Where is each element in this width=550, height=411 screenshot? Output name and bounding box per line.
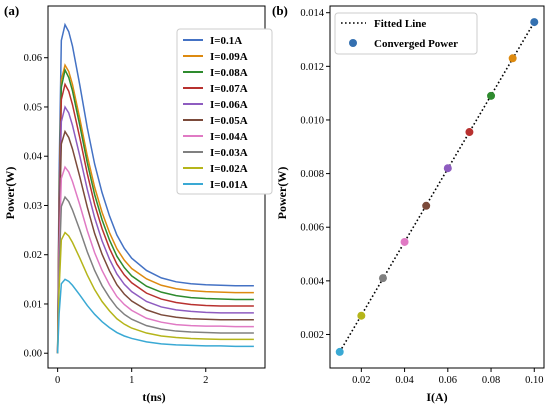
converged-power-point-1 <box>357 311 366 320</box>
converged-power-point-5 <box>443 164 452 173</box>
y-tick-label: 0.008 <box>300 169 324 180</box>
panel-b: (b) 0.02 0.04 0.06 0.08 0.10 0.002 0.004 0.006… <box>272 3 545 404</box>
legend-label-6: I=0.04A <box>210 131 248 143</box>
legend-label-fitted-line: Fitted Line <box>374 18 426 30</box>
series-line-7 <box>56 195 254 354</box>
y-tick-label: 0.03 <box>24 201 42 212</box>
y-tick-label: 0.010 <box>300 115 324 126</box>
panel-b-legend: Fitted Line Converged Power <box>334 12 478 55</box>
series-line-9 <box>56 278 254 354</box>
x-tick-label: 0.08 <box>482 375 500 386</box>
x-tick-label: 0.06 <box>439 375 457 386</box>
converged-power-point-2 <box>378 274 387 283</box>
panel-a-x-label: t(ns) <box>142 390 165 404</box>
series-line-1 <box>56 63 254 354</box>
x-tick-label: 0.02 <box>352 375 370 386</box>
panel-b-x-ticks: 0.02 0.04 0.06 0.08 0.10 <box>352 368 543 386</box>
series-line-0 <box>56 22 254 354</box>
fitted-line <box>339 21 535 353</box>
legend-label-5: I=0.05A <box>210 115 248 127</box>
converged-power-point-3 <box>400 237 409 246</box>
series-line-4 <box>56 105 254 354</box>
legend-label-converged-power: Converged Power <box>374 38 458 50</box>
legend-label-2: I=0.08A <box>210 67 248 79</box>
series-line-2 <box>56 67 254 354</box>
y-tick-label: 0.04 <box>24 152 43 163</box>
converged-power-point-7 <box>487 91 496 100</box>
panel-b-y-label: Power(W) <box>275 167 289 220</box>
y-tick-label: 0.06 <box>24 53 42 64</box>
converged-power-point-8 <box>508 54 517 63</box>
panel-a-legend: I=0.1A I=0.09A I=0.08A I=0.07A I=0.06A I=0.05… <box>176 28 273 195</box>
series-line-8 <box>56 231 254 354</box>
legend-label-4: I=0.06A <box>210 99 248 111</box>
panel-b-frame <box>329 5 545 369</box>
legend-label-1: I=0.09A <box>210 51 248 63</box>
converged-power-point-6 <box>465 128 474 137</box>
legend-swatch-converged-power <box>349 39 357 47</box>
series-line-3 <box>56 82 254 354</box>
y-tick-label: 0.02 <box>24 250 42 261</box>
y-tick-label: 0.006 <box>300 223 324 234</box>
y-tick-label: 0.05 <box>24 102 42 113</box>
series-line-5 <box>56 129 254 354</box>
legend-label-0: I=0.1A <box>210 35 242 47</box>
panel-b-x-label: I(A) <box>426 390 447 404</box>
series-line-6 <box>56 165 254 354</box>
legend-label-3: I=0.07A <box>210 83 248 95</box>
legend-label-7: I=0.03A <box>210 147 248 159</box>
x-tick-label: 0 <box>55 375 60 386</box>
y-tick-label: 0.012 <box>300 62 324 73</box>
y-tick-label: 0.002 <box>300 330 324 341</box>
converged-power-point-9 <box>530 18 539 27</box>
panel-a: (a) 0 1 2 0.00 0.01 0.02 0.03 0.04 0.05 0.06 t(n… <box>3 3 273 404</box>
y-tick-label: 0.004 <box>300 276 324 287</box>
panel-a-plot-area <box>56 22 254 354</box>
legend-label-8: I=0.02A <box>210 163 248 175</box>
legend-label-9: I=0.01A <box>210 179 248 191</box>
converged-power-point-4 <box>422 201 431 210</box>
panel-b-plot-area <box>335 18 539 356</box>
panel-a-y-label: Power(W) <box>3 167 17 220</box>
panel-b-y-ticks: 0.002 0.004 0.006 0.008 0.010 0.012 0.014 <box>300 8 330 341</box>
panel-b-label: (b) <box>272 3 288 18</box>
x-tick-label: 1 <box>129 375 134 386</box>
y-tick-label: 0.00 <box>24 349 42 360</box>
y-tick-label: 0.014 <box>300 8 324 19</box>
converged-power-point-0 <box>335 347 344 356</box>
panel-a-x-ticks: 0 1 2 <box>55 368 208 386</box>
panel-a-y-ticks: 0.00 0.01 0.02 0.03 0.04 0.05 0.06 <box>24 53 48 360</box>
x-tick-label: 0.04 <box>395 375 414 386</box>
y-tick-label: 0.01 <box>24 299 42 310</box>
panel-b-legend-box <box>334 12 478 55</box>
panel-a-label: (a) <box>4 3 19 18</box>
x-tick-label: 2 <box>203 375 208 386</box>
x-tick-label: 0.10 <box>525 375 543 386</box>
